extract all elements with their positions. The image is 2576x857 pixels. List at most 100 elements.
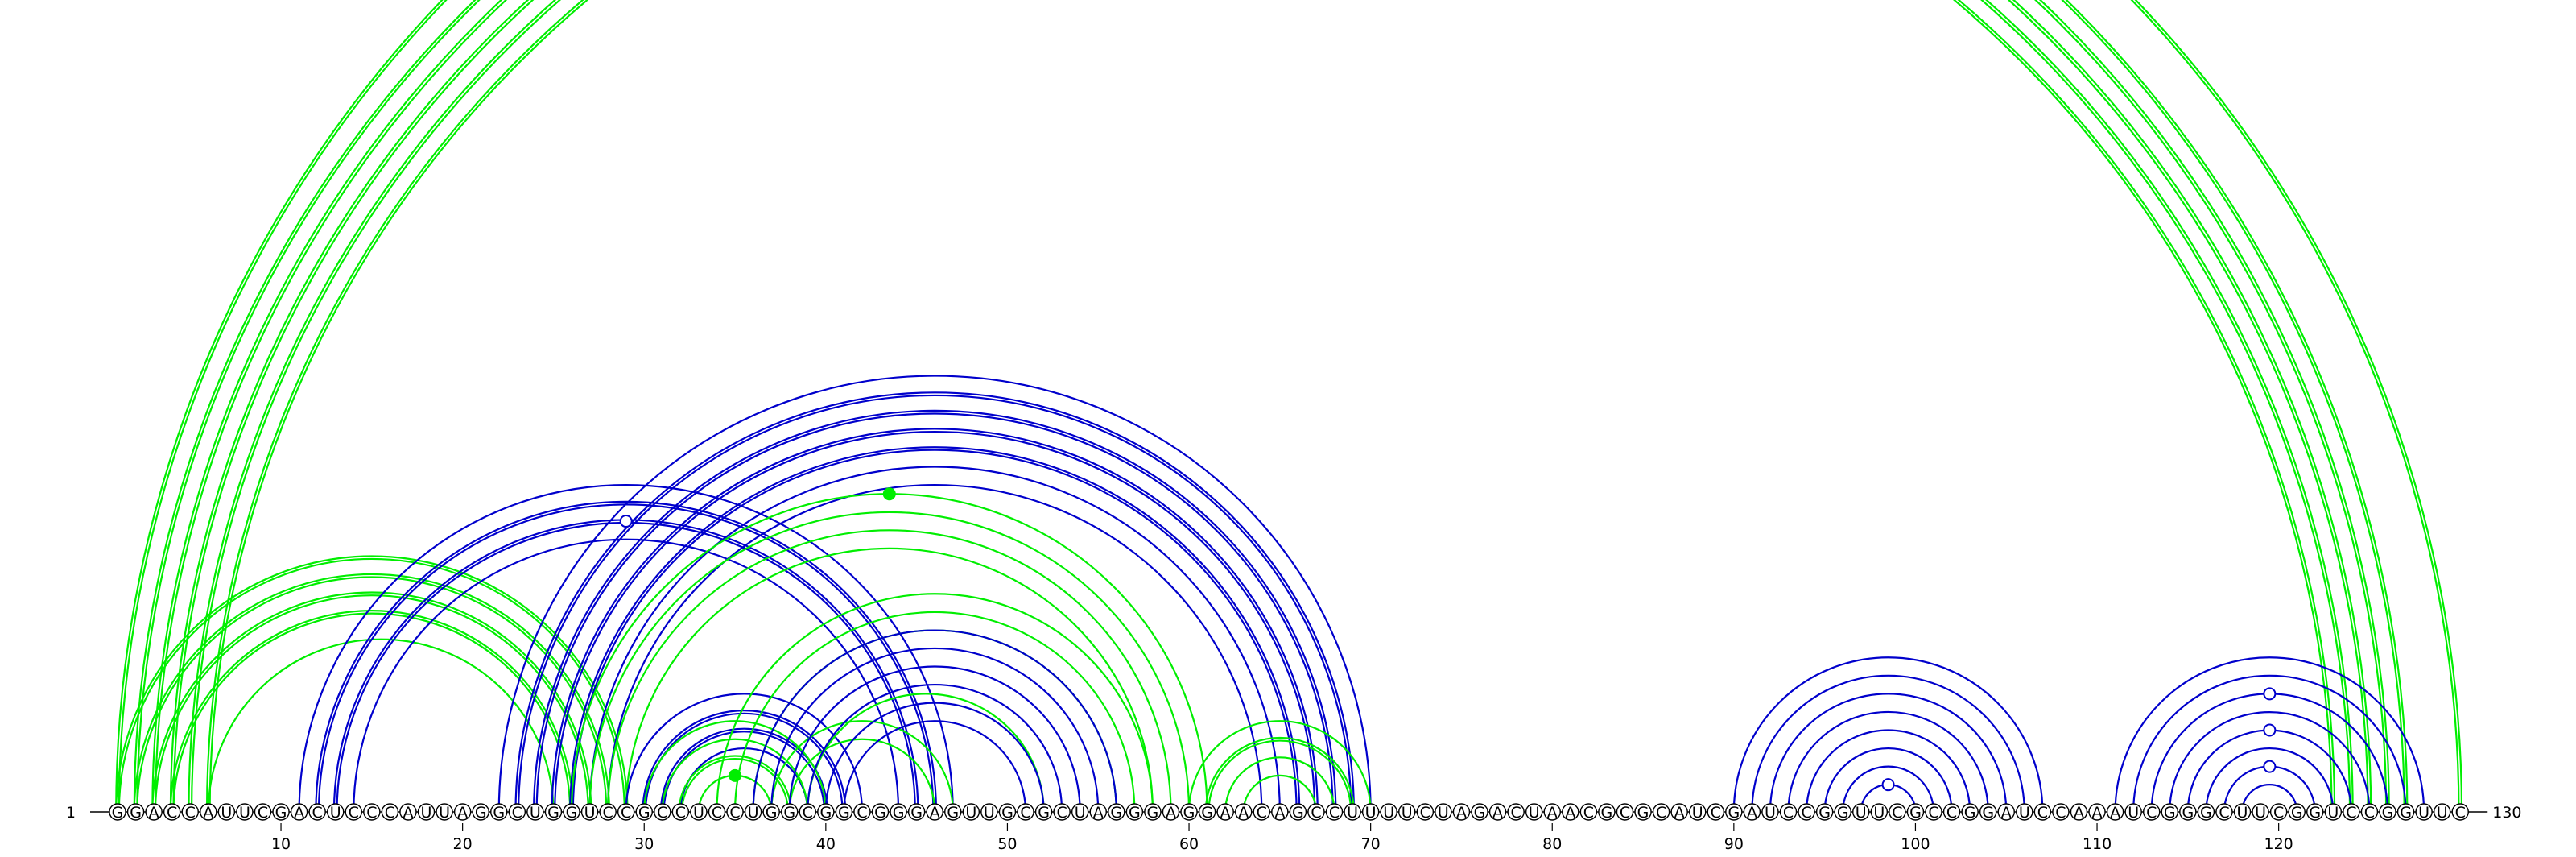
nucleotide-letter: G	[1837, 804, 1849, 822]
nucleotide-circle	[762, 803, 780, 821]
nucleotide-8: U	[236, 803, 254, 822]
arc-1-130-1	[115, 0, 2463, 813]
nucleotide-92: U	[1761, 803, 1779, 822]
nucleotide-letter: U	[2019, 804, 2030, 822]
nucleotide-118: U	[2233, 803, 2252, 822]
nucleotide-circle	[2433, 803, 2451, 821]
arc-61-69-0	[1208, 739, 1352, 813]
arc-6-123-0	[208, 0, 2333, 813]
nucleotide-letter: G	[2309, 804, 2321, 822]
nucleotide-59: A	[1162, 803, 1180, 822]
nucleotide-96: G	[1834, 803, 1852, 822]
nucleotide-circle	[1253, 803, 1270, 821]
nucleotide-105: A	[1997, 803, 2015, 822]
nucleotide-letter: G	[1201, 804, 1213, 822]
nucleotide-letter: C	[657, 804, 667, 822]
nucleotide-40: G	[817, 803, 835, 822]
nucleotide-128: U	[2415, 803, 2433, 822]
arc-63-67	[1242, 774, 1318, 813]
nucleotide-letter: U	[965, 804, 976, 822]
nucleotide-16: C	[381, 803, 399, 822]
nucleotide-letter: C	[621, 804, 631, 822]
nucleotide-69: U	[1344, 803, 1361, 822]
nucleotide-circle	[580, 803, 599, 821]
nucleotide-letter: G	[893, 804, 905, 822]
tick-label-120: 120	[2264, 835, 2293, 853]
nucleotide-79: U	[1525, 803, 1543, 822]
arc-94-103	[1805, 729, 1971, 813]
nucleotide-41: G	[835, 803, 853, 822]
tick-label-10: 10	[271, 835, 291, 853]
nucleotide-107: C	[2033, 803, 2052, 822]
nucleotide-letter: G	[1474, 804, 1486, 822]
nucleotide-39: C	[799, 803, 816, 822]
nucleotide-letter: C	[857, 804, 867, 822]
nucleotide-letter: G	[2182, 804, 2194, 822]
nucleotide-circle	[799, 803, 816, 821]
nucleotide-letter: G	[1292, 804, 1304, 822]
nucleotide-88: U	[1689, 803, 1707, 822]
nucleotide-letter: G	[1728, 804, 1740, 822]
nucleotide-72: U	[1398, 803, 1416, 822]
nucleotide-2: G	[126, 803, 145, 822]
nucleotide-circle	[2451, 803, 2469, 821]
nucleotide-circle	[2324, 803, 2343, 821]
nucleotide-letter: A	[402, 804, 413, 822]
nucleotide-circle	[817, 803, 835, 821]
nucleotide-letter: C	[729, 804, 740, 822]
nucleotide-circle	[2288, 803, 2306, 821]
nucleotide-letter: U	[439, 804, 450, 822]
nucleotide-circle	[2269, 803, 2288, 821]
arc-31-40-0	[663, 731, 826, 813]
nucleotide-circle	[1361, 803, 1380, 821]
arc-2-28-0	[136, 576, 608, 813]
nucleotide-letter: G	[1818, 804, 1831, 822]
nucleotide-circle	[2415, 803, 2433, 821]
nucleotide-letter: G	[1038, 804, 1050, 822]
nucleotide-letter: U	[2128, 804, 2139, 822]
nucleotide-120: C	[2269, 803, 2288, 822]
nucleotide-106: U	[2016, 803, 2033, 822]
nucleotide-letter: A	[2092, 804, 2103, 822]
start-label: 1	[66, 804, 76, 822]
nucleotide-letter: G	[766, 804, 778, 822]
arc-4-26-1	[169, 609, 574, 813]
tick-label-90: 90	[1724, 835, 1744, 853]
nucleotide-3: A	[145, 803, 163, 822]
nucleotide-letter: A	[149, 804, 159, 822]
nucleotide-letter: G	[1147, 804, 1159, 822]
nucleotide-letter: G	[547, 804, 559, 822]
arc-marker-26-61	[882, 487, 896, 501]
nucleotide-circle	[1961, 803, 1979, 821]
nucleotide-letter: C	[1783, 804, 1794, 822]
arc-3-27-0	[154, 594, 589, 813]
nucleotide-letter: A	[1565, 804, 1575, 822]
nucleotide-letter: C	[1946, 804, 1957, 822]
nucleotide-circle	[1435, 803, 1452, 821]
nucleotide-76: G	[1471, 803, 1488, 822]
nucleotide-circle	[145, 803, 163, 821]
nucleotide-4: C	[163, 803, 181, 822]
nucleotide-42: C	[853, 803, 871, 822]
nucleotide-letter: U	[1365, 804, 1377, 822]
arc-61-69-1	[1204, 736, 1355, 813]
nucleotide-circle	[1108, 803, 1125, 821]
nucleotide-circle	[1798, 803, 1815, 821]
nucleotide-letter: A	[1093, 804, 1104, 822]
nucleotide-109: A	[2070, 803, 2088, 822]
nucleotide-letter: A	[294, 804, 304, 822]
arc-40-52	[824, 702, 1045, 813]
nucleotide-letter: U	[2237, 804, 2248, 822]
nucleotide-circle	[781, 803, 799, 821]
nucleotide-circle	[1543, 803, 1561, 821]
nucleotide-circle	[1906, 803, 1925, 821]
nucleotide-letter: C	[1928, 804, 1938, 822]
nucleotide-27: U	[580, 803, 599, 822]
nucleotide-91: A	[1743, 803, 1761, 822]
marker-layer	[619, 487, 2277, 792]
nucleotide-letter: C	[1510, 804, 1521, 822]
nucleotide-circle	[726, 803, 744, 821]
nucleotide-26: G	[563, 803, 580, 822]
nucleotide-63: A	[1235, 803, 1253, 822]
